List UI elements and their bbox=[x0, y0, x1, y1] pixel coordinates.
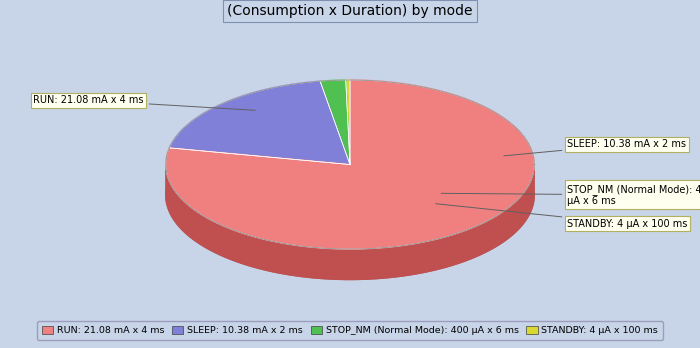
Text: SLEEP: 10.38 mA x 2 ms: SLEEP: 10.38 mA x 2 ms bbox=[504, 139, 687, 156]
Polygon shape bbox=[346, 80, 350, 165]
Polygon shape bbox=[166, 165, 534, 279]
Legend: RUN: 21.08 mA x 4 ms, SLEEP: 10.38 mA x 2 ms, STOP_NM (Normal Mode): 400 μA x 6 : RUN: 21.08 mA x 4 ms, SLEEP: 10.38 mA x … bbox=[37, 321, 663, 340]
Text: RUN: 21.08 mA x 4 ms: RUN: 21.08 mA x 4 ms bbox=[33, 95, 255, 110]
Text: STANDBY: 4 μA x 100 ms: STANDBY: 4 μA x 100 ms bbox=[435, 204, 687, 229]
Polygon shape bbox=[169, 81, 350, 165]
Polygon shape bbox=[320, 80, 350, 165]
Title: (Consumption x Duration) by mode: (Consumption x Duration) by mode bbox=[228, 4, 472, 18]
Text: STOP_NM (Normal Mode): 400
μA x 6 ms: STOP_NM (Normal Mode): 400 μA x 6 ms bbox=[441, 184, 700, 206]
Polygon shape bbox=[166, 80, 534, 249]
Polygon shape bbox=[166, 110, 534, 279]
